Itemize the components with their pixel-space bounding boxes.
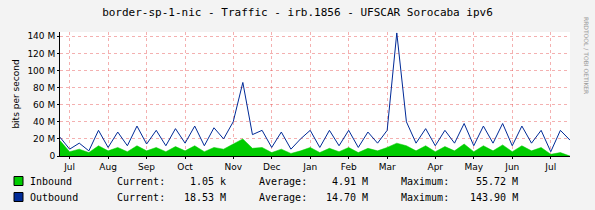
- svg-text:1.05 k: 1.05 k: [190, 176, 226, 187]
- svg-text:Current:: Current:: [117, 192, 165, 203]
- svg-text:RRDTOOL / TOBI OETIKER: RRDTOOL / TOBI OETIKER: [583, 17, 590, 94]
- svg-text:Outbound: Outbound: [30, 192, 78, 203]
- svg-text:bits per second: bits per second: [11, 59, 21, 128]
- svg-text:Feb: Feb: [341, 162, 357, 172]
- svg-text:Jun: Jun: [504, 162, 519, 172]
- svg-text:border-sp-1-nic - Traffic - ir: border-sp-1-nic - Traffic - irb.1856 - U…: [102, 6, 493, 19]
- svg-text:14.70 M: 14.70 M: [326, 192, 368, 203]
- svg-text:Apr: Apr: [427, 162, 443, 172]
- svg-text:Nov: Nov: [224, 162, 242, 172]
- svg-text:60 M: 60 M: [33, 100, 55, 110]
- svg-text:Jul: Jul: [63, 162, 75, 172]
- svg-text:Aug: Aug: [99, 162, 117, 172]
- svg-text:Oct: Oct: [177, 162, 193, 172]
- svg-text:Dec: Dec: [263, 162, 280, 172]
- svg-text:Jan: Jan: [302, 162, 317, 172]
- svg-text:Maximum:: Maximum:: [401, 176, 449, 187]
- svg-text:Inbound: Inbound: [30, 176, 72, 187]
- svg-text:Jul: Jul: [544, 162, 556, 172]
- svg-text:Sep: Sep: [138, 162, 155, 172]
- svg-text:Current:: Current:: [117, 176, 165, 187]
- svg-text:40 M: 40 M: [33, 117, 55, 127]
- svg-text:Average:: Average:: [259, 176, 307, 187]
- svg-text:0: 0: [49, 151, 55, 161]
- svg-text:Mar: Mar: [379, 162, 396, 172]
- svg-text:20 M: 20 M: [33, 134, 55, 144]
- svg-text:Average:: Average:: [259, 192, 307, 203]
- svg-text:55.72 M: 55.72 M: [476, 176, 518, 187]
- svg-text:143.90 M: 143.90 M: [470, 192, 518, 203]
- svg-text:Maximum:: Maximum:: [401, 192, 449, 203]
- svg-text:18.53 M: 18.53 M: [184, 192, 226, 203]
- svg-text:4.91 M: 4.91 M: [332, 176, 368, 187]
- svg-text:100 M: 100 M: [27, 66, 55, 76]
- svg-text:140 M: 140 M: [27, 31, 55, 41]
- svg-text:80 M: 80 M: [33, 83, 55, 93]
- svg-text:May: May: [464, 162, 483, 172]
- svg-text:120 M: 120 M: [27, 49, 55, 59]
